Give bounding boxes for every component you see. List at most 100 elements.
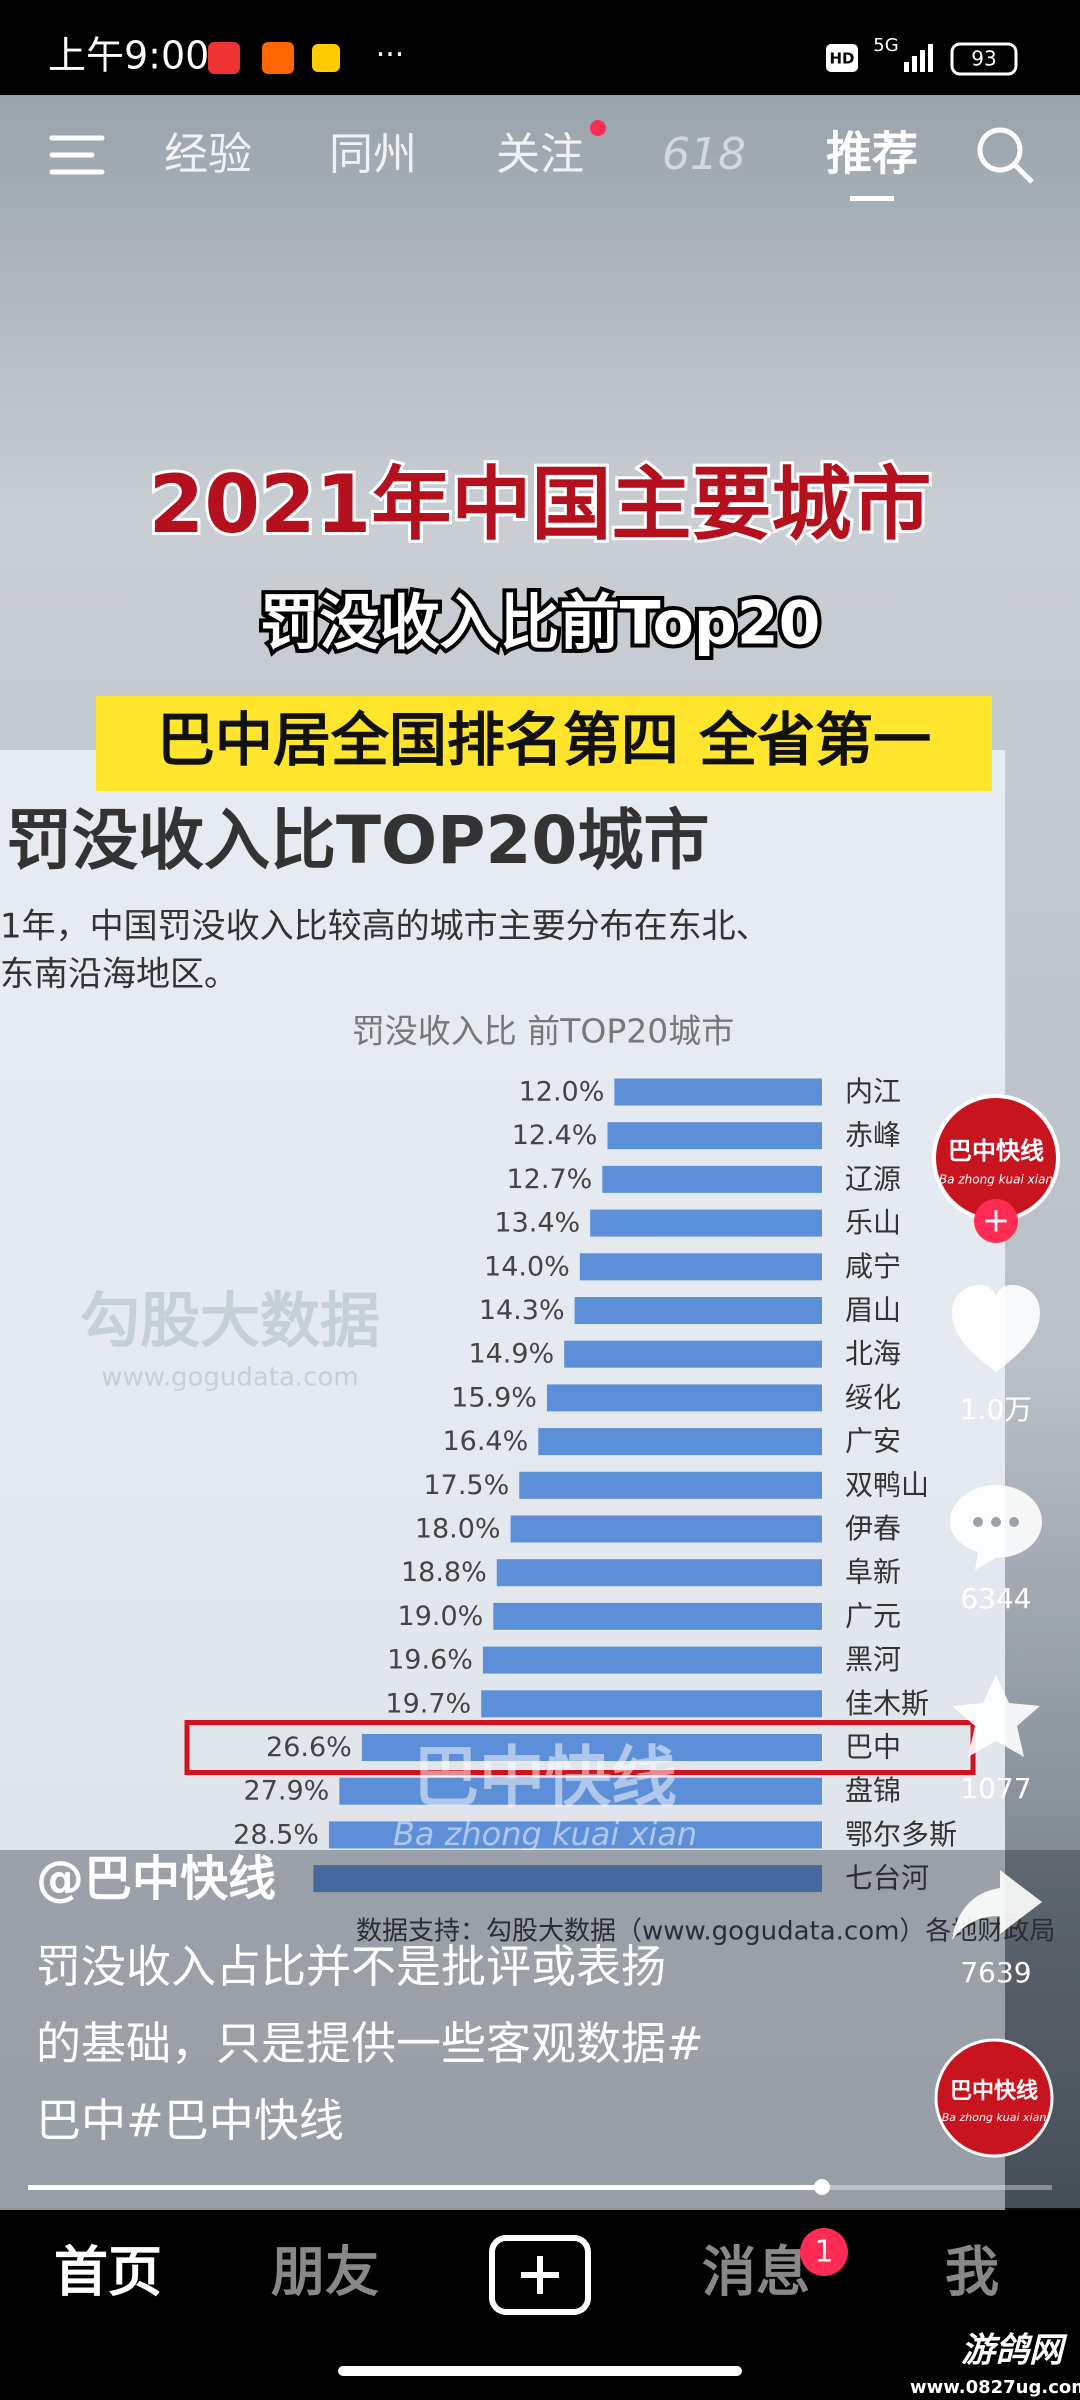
category-label: 咸宁 (845, 1250, 901, 1283)
battery-level: 93 (971, 47, 996, 71)
category-label: 赤峰 (845, 1119, 901, 1152)
value-label: 28.5% (233, 1819, 319, 1850)
app-icon (262, 42, 294, 74)
nav-tab-active[interactable]: 推荐 (826, 127, 918, 181)
bottom-tab[interactable]: 朋友 (271, 2241, 379, 2304)
message-badge (800, 2228, 848, 2276)
category-label: 广元 (845, 1599, 901, 1632)
share-count: 7639 (960, 1956, 1031, 1989)
caption-shade (0, 1850, 1080, 2210)
disc-pinyin: Ba zhong kuai xian (942, 2111, 1047, 2124)
caption-line: 巴中#巴中快线 (36, 2094, 344, 2147)
value-label: 12.0% (519, 1077, 605, 1108)
category-label: 黑河 (845, 1643, 901, 1676)
category-label: 北海 (845, 1337, 901, 1370)
favorite-count: 1077 (960, 1772, 1031, 1805)
chart-intro: 东南沿海地区。 (0, 955, 238, 995)
nav-tab[interactable]: 关注 (496, 129, 584, 180)
like-icon[interactable] (952, 1285, 1040, 1372)
category-label: 辽源 (845, 1162, 901, 1195)
value-label: 19.0% (398, 1601, 484, 1632)
home-indicator[interactable] (338, 2366, 742, 2376)
category-label: 七台河 (845, 1862, 929, 1895)
value-label: 16.4% (442, 1426, 528, 1457)
category-label: 盘锦 (845, 1774, 901, 1807)
bar (602, 1165, 822, 1193)
value-label: 18.0% (415, 1514, 501, 1545)
bar (564, 1340, 822, 1368)
progress-thumb[interactable] (814, 2179, 830, 2195)
category-label: 佳木斯 (845, 1687, 929, 1720)
hd-text: HD (829, 50, 854, 68)
bar (481, 1690, 822, 1718)
bottom-tab[interactable]: 我 (945, 2241, 999, 2304)
favorite-icon[interactable] (952, 1675, 1040, 1757)
like-count: 1.0万 (960, 1393, 1033, 1426)
value-label: 13.4% (494, 1208, 580, 1239)
create-button[interactable] (489, 2235, 591, 2315)
nav-dot (590, 120, 606, 136)
category-label: 眉山 (845, 1294, 901, 1327)
more-dots: ··· (376, 38, 405, 73)
disc-text: 巴中快线 (950, 2078, 1038, 2104)
bar (546, 1384, 822, 1412)
message-badge-count: 1 (814, 2235, 833, 2270)
bar (496, 1559, 822, 1587)
value-label: 12.4% (512, 1120, 598, 1151)
bar (614, 1078, 822, 1106)
bar (590, 1209, 822, 1237)
comment-icon[interactable] (950, 1485, 1042, 1570)
bar (361, 1734, 822, 1761)
tab-indicator (850, 196, 894, 201)
value-label: 14.9% (468, 1339, 554, 1370)
follow-plus: + (982, 1201, 1011, 1241)
category-label: 鄂尔多斯 (845, 1818, 957, 1851)
bar-chart: 内江 12.0% 赤峰 12.4% 辽源 12.7% 乐山 13.4% 咸宁 14.0% 眉山 14.… (184, 1075, 976, 1895)
value-label: 14.3% (479, 1295, 565, 1326)
nav-tab[interactable]: 经验 (164, 129, 252, 180)
bar (313, 1865, 822, 1893)
bar (519, 1471, 822, 1499)
nav-tab[interactable]: 618 (662, 129, 746, 180)
avatar-pinyin: Ba zhong kuai xian (939, 1173, 1053, 1187)
value-label: 15.9% (451, 1382, 537, 1413)
battery (950, 42, 1018, 76)
chart-heading: 罚没收入比TOP20城市 (6, 802, 709, 879)
site-watermark: 游鸽网 (961, 2331, 1068, 2371)
bar (574, 1297, 822, 1324)
category-label: 绥化 (845, 1381, 901, 1414)
follow-button[interactable] (974, 1199, 1018, 1243)
chart-title: 罚没收入比 前TOP20城市 (352, 1012, 735, 1051)
search-icon[interactable] (977, 127, 1034, 184)
share-icon[interactable] (952, 1870, 1042, 1940)
app-icon (208, 42, 240, 74)
logo-watermark: 巴中快线 (413, 1739, 677, 1816)
status-time: 上午9:00 (48, 34, 209, 78)
network: 5G (873, 35, 898, 56)
video-subtitle: 罚没收入比前Top20 (260, 589, 821, 659)
site-url: www.0827ug.com (910, 2377, 1080, 2398)
highlight-box (96, 696, 992, 791)
bottom-tab-active[interactable]: 首页 (54, 2241, 162, 2304)
caption-author[interactable]: @巴中快线 (36, 1851, 276, 1907)
music-disc[interactable] (934, 2038, 1054, 2158)
chart-intro: 1年，中国罚没收入比较高的城市主要分布在东北、 (0, 907, 770, 947)
bar (493, 1602, 822, 1630)
highlight-text: 巴中居全国排名第四 全省第一 (157, 706, 931, 774)
app-icon (312, 44, 340, 72)
value-label: 26.6% (266, 1732, 352, 1763)
bar (510, 1515, 822, 1543)
progress-fill (28, 2185, 822, 2190)
value-label: 19.6% (387, 1645, 473, 1676)
menu-icon[interactable] (49, 135, 105, 175)
category-label: 双鸭山 (845, 1468, 929, 1501)
bar (538, 1428, 822, 1456)
video-title: 2021年中国主要城市 (149, 458, 932, 551)
nav-tab[interactable]: 同州 (329, 129, 417, 180)
watermark-url: www.gogudata.com (101, 1363, 358, 1393)
value-label: 18.8% (401, 1557, 487, 1588)
bottom-tab[interactable]: 消息 (702, 2241, 810, 2304)
category-label: 伊春 (845, 1512, 901, 1545)
chart-source: 数据支持：勾股大数据（www.gogudata.com）各地财政局 (356, 1917, 1055, 1947)
